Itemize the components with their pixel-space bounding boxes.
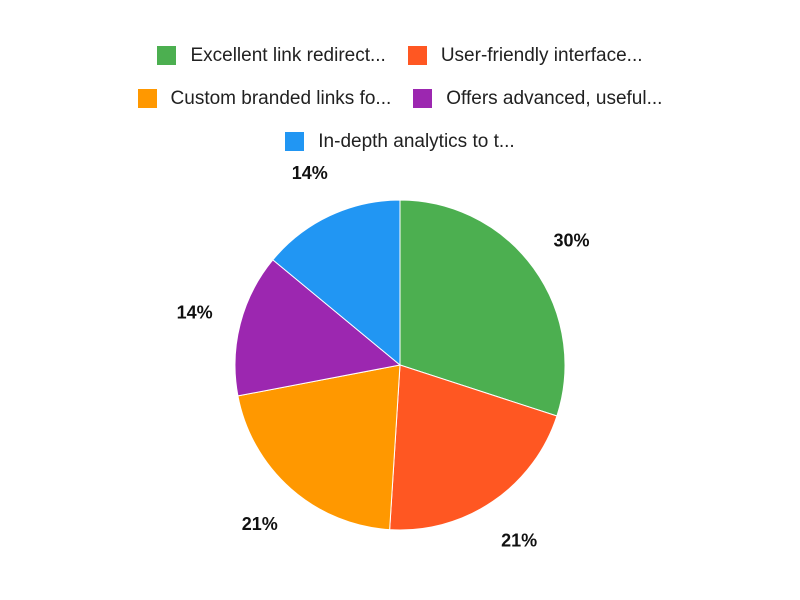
- legend-label: User-friendly interface...: [440, 44, 643, 66]
- legend-label: Offers advanced, useful...: [446, 87, 663, 109]
- legend-swatch: [157, 46, 177, 65]
- legend-item[interactable]: Excellent link redirect...: [157, 44, 386, 67]
- pie-slice[interactable]: [399, 199, 566, 417]
- legend-label: Excellent link redirect...: [190, 44, 386, 66]
- slice-data-label: 21%: [242, 514, 278, 534]
- legend-swatch: [413, 89, 433, 108]
- legend-swatch: [285, 132, 305, 151]
- legend: Excellent link redirect... User-friendly…: [0, 34, 800, 163]
- pie-slice[interactable]: [272, 199, 401, 367]
- legend-label: Custom branded links fo...: [170, 87, 392, 109]
- legend-row: In-depth analytics to t...: [0, 120, 800, 163]
- legend-item[interactable]: Custom branded links fo...: [137, 87, 392, 110]
- legend-row: Custom branded links fo... Offers advanc…: [0, 77, 800, 120]
- legend-swatch: [137, 89, 157, 108]
- slice-data-label: 14%: [292, 163, 328, 183]
- legend-item[interactable]: User-friendly interface...: [407, 44, 643, 67]
- slice-data-label: 14%: [177, 302, 213, 322]
- slice-data-label: 30%: [553, 230, 589, 250]
- pie-slice[interactable]: [389, 364, 558, 531]
- pie-slice[interactable]: [234, 259, 402, 397]
- pie-slice[interactable]: [237, 364, 401, 531]
- legend-item[interactable]: In-depth analytics to t...: [285, 130, 515, 153]
- legend-swatch: [407, 46, 427, 65]
- legend-row: Excellent link redirect... User-friendly…: [0, 34, 800, 77]
- legend-label: In-depth analytics to t...: [318, 130, 515, 152]
- legend-item[interactable]: Offers advanced, useful...: [413, 88, 662, 110]
- slice-data-label: 21%: [501, 530, 537, 550]
